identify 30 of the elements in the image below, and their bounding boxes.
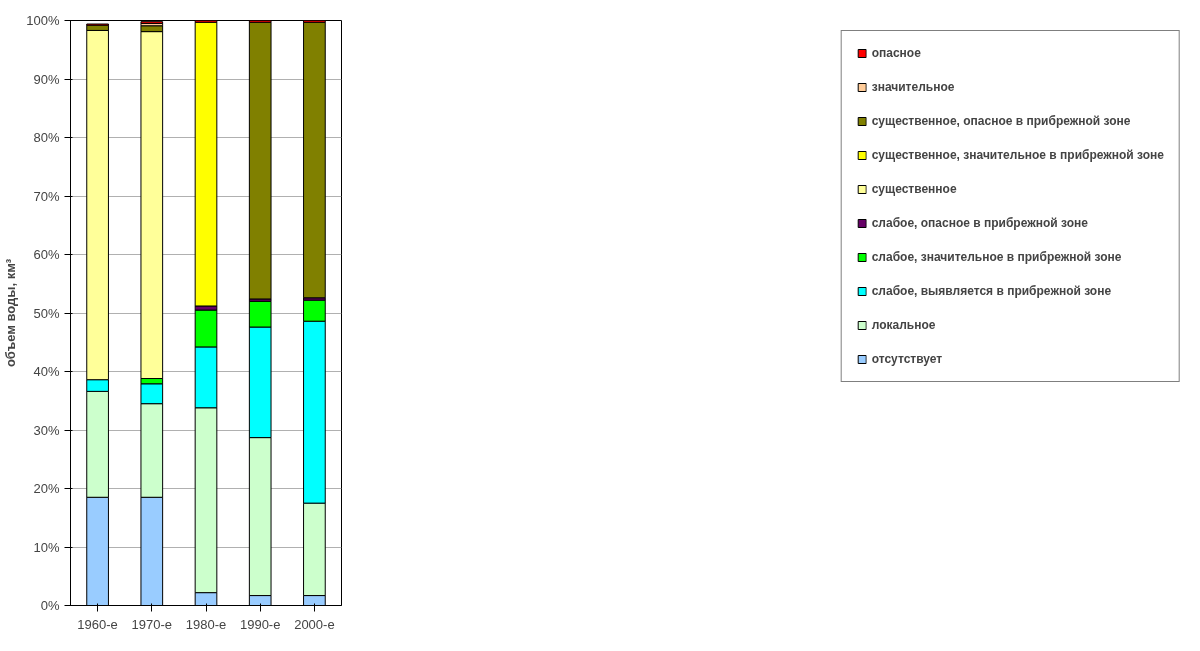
legend-label: существенное, значительное в прибрежной зоне (871, 148, 1164, 162)
bar (248, 21, 272, 300)
bar (194, 21, 218, 307)
legend-label: слабое, выявляется в прибрежной зоне (871, 284, 1112, 298)
legend-label: существенное, опасное в прибрежной зоне (871, 114, 1131, 128)
legend-label: слабое, опасное в прибрежной зоне (871, 216, 1088, 230)
x-tick-label: 1970-е (131, 616, 173, 632)
y-tick-label: 30% (33, 422, 60, 438)
legend-label: опасное (871, 46, 921, 60)
x-tick-label: 2000-е (294, 616, 335, 632)
legend-label: локальное (871, 318, 936, 332)
legend-label: значительное (871, 80, 955, 94)
x-tick-label: 1980-е (185, 616, 227, 632)
y-tick-label: 60% (33, 247, 60, 262)
y-tick-label: 50% (33, 305, 60, 321)
x-tick-label: 1990-е (239, 616, 281, 632)
y-tick-label: 10% (33, 539, 60, 555)
bar (303, 21, 326, 299)
legend-label: слабое, значительное в прибрежной зоне (871, 250, 1122, 264)
y-tick-label: 70% (33, 188, 60, 204)
y-axis-title: объем воды, км³ (3, 258, 19, 368)
x-tick-label: 1960-е (77, 616, 118, 632)
y-tick-label: 90% (33, 71, 60, 87)
y-tick-label: 40% (33, 364, 60, 379)
y-tick-label: 0% (40, 598, 60, 613)
y-tick-label: 100% (26, 13, 60, 28)
y-tick-label: 20% (33, 481, 60, 496)
y-tick-label: 80% (33, 130, 60, 145)
legend-label: существенное (871, 182, 957, 196)
legend-label: отсутствует (871, 352, 943, 366)
